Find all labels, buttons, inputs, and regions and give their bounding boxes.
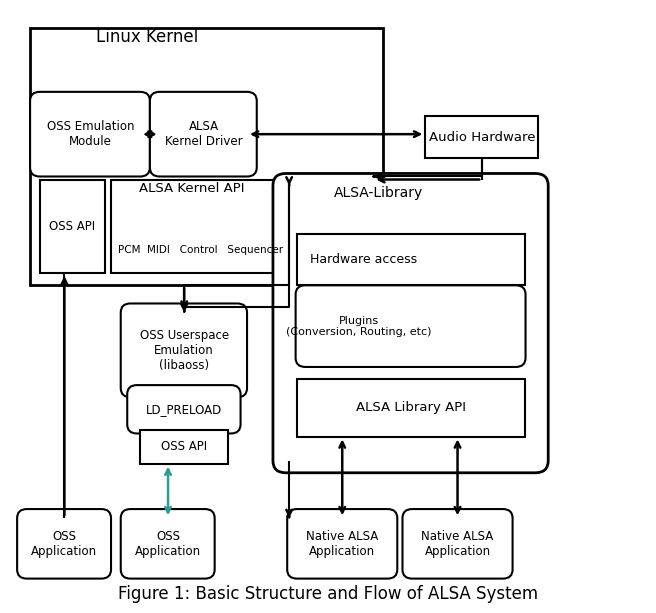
Text: ALSA
Kernel Driver: ALSA Kernel Driver [165,120,243,148]
FancyBboxPatch shape [297,379,525,436]
Text: ALSA Kernel API: ALSA Kernel API [139,182,245,195]
Text: ALSA Library API: ALSA Library API [356,401,466,414]
FancyBboxPatch shape [111,180,373,273]
Text: Native ALSA
Application: Native ALSA Application [421,530,494,558]
Text: PCM  MIDI   Control   Sequencer: PCM MIDI Control Sequencer [117,245,283,255]
Text: Plugins
(Conversion, Routing, etc): Plugins (Conversion, Routing, etc) [286,316,432,337]
Text: OSS
Application: OSS Application [135,530,201,558]
FancyBboxPatch shape [140,430,228,463]
Text: Audio Hardware: Audio Hardware [429,131,535,143]
FancyBboxPatch shape [273,173,548,473]
FancyBboxPatch shape [127,385,241,433]
Text: Hardware access: Hardware access [310,253,417,267]
Text: Native ALSA
Application: Native ALSA Application [306,530,379,558]
FancyBboxPatch shape [30,28,383,285]
FancyBboxPatch shape [150,92,256,177]
Text: LD_PRELOAD: LD_PRELOAD [146,403,222,416]
FancyBboxPatch shape [425,116,539,158]
FancyBboxPatch shape [30,92,150,177]
Text: OSS
Application: OSS Application [31,530,98,558]
FancyBboxPatch shape [297,234,525,285]
FancyBboxPatch shape [296,285,525,367]
FancyBboxPatch shape [121,303,247,397]
FancyBboxPatch shape [403,509,512,579]
Text: Linux Kernel: Linux Kernel [96,28,197,47]
FancyBboxPatch shape [17,509,111,579]
FancyBboxPatch shape [121,509,215,579]
Text: OSS API: OSS API [49,219,95,232]
Text: OSS Userspace
Emulation
(libaoss): OSS Userspace Emulation (libaoss) [140,329,229,371]
FancyBboxPatch shape [287,509,398,579]
Text: OSS Emulation
Module: OSS Emulation Module [47,120,134,148]
FancyBboxPatch shape [40,180,104,273]
Text: ALSA-Library: ALSA-Library [334,186,423,200]
Text: OSS API: OSS API [161,440,207,453]
Text: Figure 1: Basic Structure and Flow of ALSA System: Figure 1: Basic Structure and Flow of AL… [118,585,538,603]
